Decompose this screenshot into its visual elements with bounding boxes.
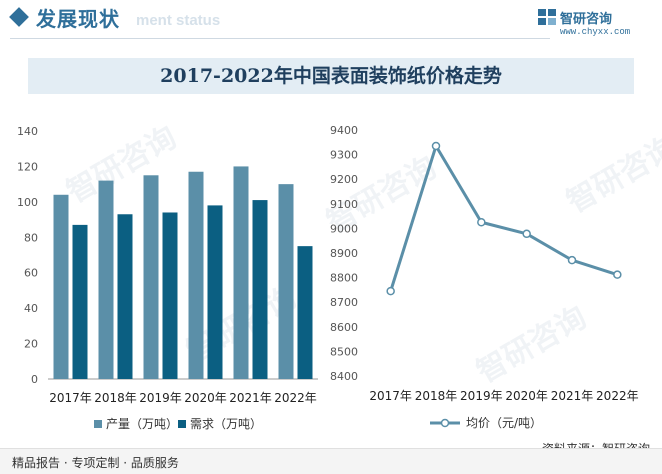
line-x-tick-label: 2020年 (505, 389, 548, 403)
line-y-tick-label: 8400 (330, 370, 358, 383)
line-y-tick-label: 8600 (330, 321, 358, 334)
header-divider (10, 38, 550, 39)
line-y-tick-label: 9000 (330, 222, 358, 235)
footer-bar: 精品报告 · 专项定制 · 品质服务 (0, 448, 662, 474)
brand-logo-icon (538, 9, 556, 25)
bar-y-tick-label: 100 (17, 196, 38, 209)
legend-swatch-demand (178, 420, 186, 428)
bar-y-tick-label: 60 (24, 267, 38, 280)
bar-y-tick-label: 120 (17, 160, 38, 173)
line-x-tick-label: 2018年 (415, 389, 458, 403)
bar-y-tick-label: 20 (24, 338, 38, 351)
line-point-1 (431, 141, 441, 151)
line-point-3 (522, 229, 531, 239)
chart-title: 2017-2022年中国表面装饰纸价格走势 (160, 65, 502, 87)
bar-production-0 (53, 194, 69, 379)
section-ghost-text: ment status (136, 12, 221, 29)
legend-label-demand: 需求（万吨） (190, 417, 262, 431)
line-series-price (389, 144, 618, 292)
line-y-tick-label: 8700 (330, 296, 358, 309)
brand-logo-block: 智研咨询 www.chyxx.com (538, 8, 648, 40)
legend-label-price: 均价（元/吨） (466, 416, 542, 430)
line-y-tick-label: 8900 (330, 247, 358, 260)
line-point-4 (567, 255, 577, 265)
line-x-tick-label: 2022年 (596, 389, 639, 403)
bar-demand-5 (297, 246, 313, 379)
line-point-0 (386, 286, 395, 296)
bar-production-5 (278, 184, 294, 379)
bar-production-4 (233, 166, 249, 379)
bar-y-tick-label: 0 (31, 373, 38, 386)
line-y-tick-label: 8500 (330, 345, 358, 358)
line-y-tick-label: 9200 (330, 173, 358, 186)
bar-y-tick-label: 80 (24, 231, 38, 244)
bar-x-tick-label: 2022年 (274, 391, 317, 405)
bar-x-tick-label: 2018年 (94, 391, 137, 405)
report-header: 发展现状 ment status 智研咨询 www.chyxx.com (0, 0, 662, 44)
bar-x-tick-label: 2020年 (184, 391, 227, 405)
bar-demand-0 (72, 224, 88, 379)
title-banner: 2017-2022年中国表面装饰纸价格走势 (28, 58, 634, 94)
bar-demand-3 (207, 205, 223, 379)
bar-demand-2 (162, 212, 178, 379)
legend-marker-price (440, 418, 450, 428)
line-y-tick-label: 9300 (330, 149, 358, 162)
bar-demand-1 (117, 214, 133, 379)
bar-x-tick-label: 2021年 (229, 391, 272, 405)
line-x-tick-label: 2017年 (369, 389, 412, 403)
line-x-tick-label: 2019年 (460, 389, 503, 403)
section-title: 发展现状 (36, 7, 120, 31)
bar-production-1 (98, 180, 114, 379)
brand-name: 智研咨询 (560, 12, 613, 27)
footer-divider (0, 448, 662, 449)
footer-tagline: 精品报告 · 专项定制 · 品质服务 (12, 456, 179, 470)
line-y-tick-label: 8800 (330, 272, 358, 285)
bar-y-tick-label: 40 (24, 302, 38, 315)
bar-demand-4 (252, 200, 268, 379)
line-point-2 (477, 218, 486, 227)
line-point-5 (613, 270, 622, 279)
brand-url: www.chyxx.com (560, 27, 631, 37)
line-x-tick-label: 2021年 (551, 389, 594, 403)
bar-production-3 (188, 171, 204, 379)
bar-x-tick-label: 2017年 (49, 391, 92, 405)
legend-swatch-production (94, 420, 102, 428)
legend-label-production: 产量（万吨） (106, 417, 178, 431)
line-y-tick-label: 9100 (330, 198, 358, 211)
bar-y-tick-label: 140 (17, 125, 38, 138)
line-y-tick-label: 9400 (330, 124, 358, 137)
bar-x-tick-label: 2019年 (139, 391, 182, 405)
bar-production-2 (143, 175, 159, 379)
